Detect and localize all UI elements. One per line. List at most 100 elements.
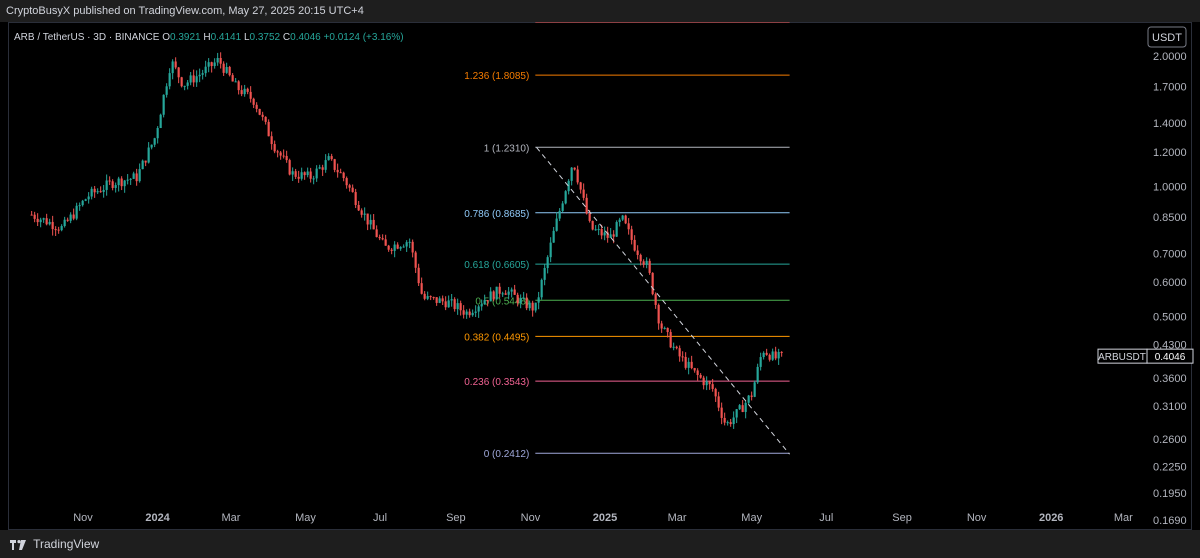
candle-body [324, 160, 327, 170]
candle-body [219, 57, 222, 64]
candle-body [111, 181, 114, 188]
trendline-dashed [536, 147, 790, 455]
y-tick-label: 0.3600 [1153, 373, 1187, 385]
price-chart[interactable]: 2.0000 1.7000 1.4000 1.2000 1.0000 0.8500 0.70… [0, 22, 1200, 530]
candle-body [705, 381, 708, 386]
candle-body [114, 185, 117, 188]
candle-body [45, 218, 48, 225]
y-tick-label: 1.2000 [1153, 147, 1187, 159]
candle-body [642, 261, 645, 265]
candle-body [693, 368, 696, 371]
price-tag-box [1146, 348, 1194, 364]
price-tag-value: 0.4046 [1155, 352, 1186, 363]
candle-body [30, 214, 33, 216]
candle-body [606, 232, 609, 238]
candle-body [411, 241, 414, 253]
publish-text: CryptoBusyX published on TradingView.com… [6, 5, 364, 17]
candle-body [558, 210, 561, 219]
candle-body [495, 286, 498, 300]
candle-body [246, 88, 249, 92]
candle-body [744, 402, 747, 412]
candle-body [378, 237, 381, 239]
candle-body [339, 172, 342, 174]
candle-body [282, 155, 285, 157]
candle-body [498, 286, 501, 294]
candle-body [765, 352, 768, 355]
candle-body [132, 173, 135, 179]
candle-body [231, 75, 234, 82]
candle-body [738, 405, 741, 410]
publish-header: CryptoBusyX published on TradingView.com… [0, 0, 1200, 22]
x-tick-label: Jul [373, 512, 387, 524]
candle-body [48, 221, 51, 225]
candle-body [279, 152, 282, 156]
candle-body [285, 155, 288, 161]
candle-body [774, 351, 777, 359]
candle-body [687, 361, 690, 368]
tradingview-logo-icon [10, 539, 26, 550]
candle-body [237, 81, 240, 91]
candle-body [336, 169, 339, 173]
candle-body [228, 66, 231, 76]
candle-body [651, 272, 654, 295]
candle-body [312, 178, 315, 180]
candle-body [747, 395, 750, 403]
candle-body [354, 192, 357, 205]
x-tick-label: Mar [1114, 512, 1133, 524]
candle-body [225, 66, 228, 73]
candle-body [306, 171, 309, 176]
candle-body [525, 297, 528, 309]
candle-body [261, 114, 264, 117]
candle-body [156, 128, 159, 139]
candle-body [726, 422, 729, 424]
candle-body [684, 356, 687, 368]
candle-body [243, 88, 246, 95]
candle-body [321, 167, 324, 170]
candle-body [267, 121, 270, 137]
candle-body [603, 232, 606, 236]
candle-body [624, 215, 627, 224]
candle-body [528, 302, 531, 309]
candle-body [543, 268, 546, 280]
candle-body [414, 252, 417, 268]
candle-body [372, 219, 375, 230]
candle-body [552, 230, 555, 243]
candle-body [39, 219, 42, 223]
candle-body [96, 191, 99, 193]
candle-body [561, 203, 564, 211]
candle-body [270, 136, 273, 145]
candle-body [468, 311, 471, 316]
y-tick-label: 0.2250 [1153, 461, 1187, 473]
candle-body [402, 246, 405, 248]
candle-body [630, 229, 633, 240]
candle-body [147, 147, 150, 163]
symbol-tag-label: ARBUSDT [1098, 352, 1146, 363]
candle-body [213, 62, 216, 67]
candle-body [102, 189, 105, 192]
y-tick-label: 0.3100 [1153, 401, 1187, 413]
candle-body [393, 244, 396, 251]
candle-body [57, 229, 60, 231]
candle-body [462, 310, 465, 315]
candle-body [249, 91, 252, 99]
candle-body [369, 219, 372, 225]
candle-body [90, 188, 93, 197]
candle-body [441, 298, 444, 302]
candle-body [612, 234, 615, 237]
candle-body [165, 86, 168, 95]
candle-body [513, 289, 516, 295]
candle-body [300, 172, 303, 179]
fib-level-label: 0 (0.2412) [484, 449, 530, 460]
candle-body [519, 298, 522, 304]
candle-body [159, 114, 162, 129]
fib-level-label: 1.236 (1.8085) [464, 71, 529, 82]
candle-body [735, 409, 738, 418]
candle-body [105, 180, 108, 190]
candle-body [273, 144, 276, 152]
candle-body [192, 75, 195, 83]
x-tick-label: Nov [521, 512, 541, 524]
currency-button-label[interactable]: USDT [1152, 32, 1182, 44]
candle-body [351, 187, 354, 193]
candle-body [600, 229, 603, 236]
candle-body [657, 304, 660, 324]
